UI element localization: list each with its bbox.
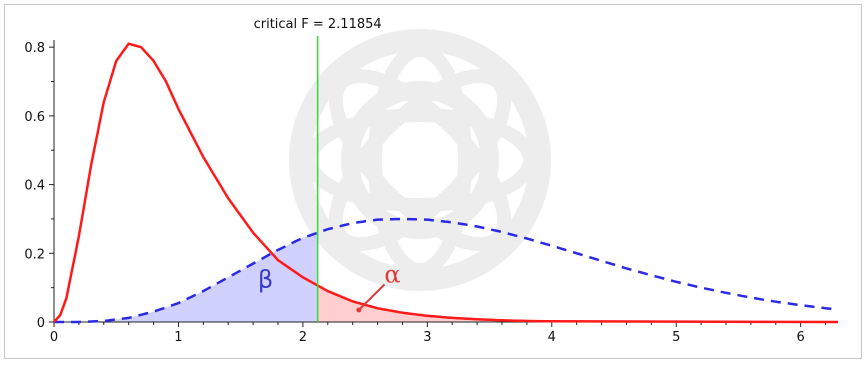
y-tick-label: 0.6 xyxy=(24,110,45,125)
x-tick-label: 1 xyxy=(174,330,182,345)
beta-region xyxy=(54,232,318,322)
series-alternative-dashed-line xyxy=(54,217,839,324)
y-tick-label: 0 xyxy=(37,316,45,331)
plot-frame xyxy=(4,4,862,359)
y-tick-label: 0.8 xyxy=(24,41,45,56)
x-tick-label: 2 xyxy=(299,330,307,345)
y-tick-label: 0.2 xyxy=(24,247,45,262)
x-tick-label: 3 xyxy=(423,330,431,345)
y-tick-label: 0.4 xyxy=(24,179,45,194)
x-tick-label: 0 xyxy=(50,330,58,345)
alpha-arrow-head xyxy=(356,307,362,313)
critical-value-marker: critical F = 2.11854 xyxy=(254,17,382,322)
x-tick-label: 6 xyxy=(797,330,805,345)
critical-value-label: critical F = 2.11854 xyxy=(254,17,382,32)
series-null-solid-line xyxy=(53,42,839,324)
shaded-regions xyxy=(54,232,552,322)
x-tick-label: 4 xyxy=(548,330,556,345)
watermark-ornament xyxy=(289,29,551,291)
alpha-label: α xyxy=(384,260,400,288)
alpha-region xyxy=(317,285,552,322)
x-tick-label: 5 xyxy=(672,330,680,345)
beta-label: β xyxy=(258,266,273,294)
curves xyxy=(53,42,839,324)
alpha-arrow-line xyxy=(358,283,386,311)
